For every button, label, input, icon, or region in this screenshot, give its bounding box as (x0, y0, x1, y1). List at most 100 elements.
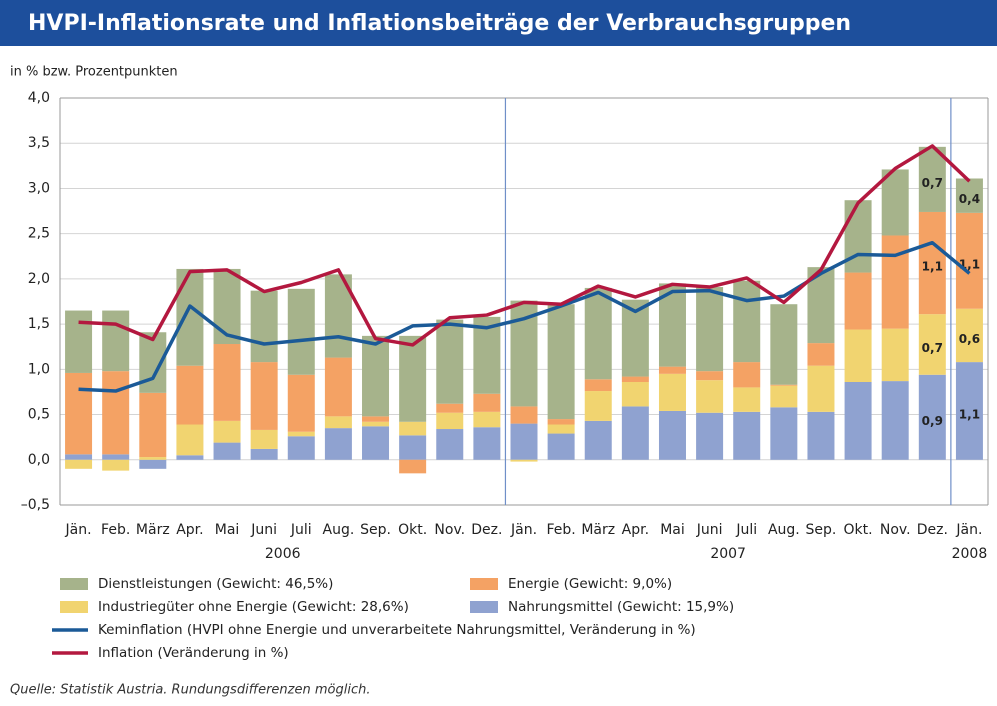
bar-segment (844, 200, 872, 273)
bar-segment (176, 424, 204, 456)
legend-label: Energie (Gewicht: 9,0%) (508, 576, 672, 592)
bar-segment (399, 435, 427, 460)
x-tick-label: Nov. (434, 522, 465, 538)
bar-segment (213, 420, 241, 443)
bar-segment (881, 169, 909, 236)
bar-segment (287, 288, 315, 375)
bar-segment (473, 393, 501, 412)
title-banner (0, 0, 997, 46)
bar-segment (621, 376, 649, 382)
bar-segment (696, 380, 724, 413)
bar-segment (770, 407, 798, 460)
line-series (78, 144, 971, 347)
y-tick-label: 2,0 (28, 271, 50, 287)
bar-segment (547, 304, 575, 420)
bar-segment (139, 459, 167, 469)
bar-segment (65, 459, 93, 469)
bar-segment (176, 455, 204, 460)
bar-segment (844, 381, 872, 460)
legend-label: Inflation (Veränderung in %) (98, 645, 289, 661)
x-tick-label: Juli (290, 522, 312, 538)
bar-segment (139, 392, 167, 458)
bar-segment (547, 433, 575, 460)
bar-segment (102, 459, 130, 471)
x-tick-label: Nov. (880, 522, 911, 538)
bar-segment (324, 357, 352, 417)
bar-segment (176, 268, 204, 366)
y-tick-label: 3,0 (28, 180, 50, 196)
bar-segment (733, 387, 761, 412)
legend-label: Industriegüter ohne Energie (Gewicht: 28… (98, 599, 409, 615)
bar-segment (473, 427, 501, 460)
x-tick-label: Apr. (176, 522, 203, 538)
bar-segment (918, 314, 946, 375)
legend-label: Nahrungsmittel (Gewicht: 15,9%) (508, 599, 734, 615)
bar-segment (213, 344, 241, 421)
x-tick-label: Juni (696, 522, 723, 538)
y-tick-label: 2,5 (28, 226, 50, 242)
year-label: 2007 (710, 546, 746, 562)
bar-segment (287, 436, 315, 460)
bar-segment (658, 366, 686, 374)
y-tick-label: 3,5 (28, 135, 50, 151)
chart-title: HVPI-Inflationsrate und Inflationsbeiträ… (28, 11, 851, 36)
x-tick-label: Sep. (360, 522, 391, 538)
bar-segment (362, 416, 390, 422)
bar-segment (510, 406, 538, 424)
x-tick-label: Feb. (101, 522, 130, 538)
bar-segment (584, 379, 612, 392)
bar-segment (287, 374, 315, 432)
y-tick-label: 1,0 (28, 361, 50, 377)
y-tick-label: 1,5 (28, 316, 50, 332)
bar-segment (621, 381, 649, 407)
value-label: 0,4 (959, 192, 980, 206)
bar-segment (844, 329, 872, 382)
bar-segment (102, 371, 130, 455)
x-tick-label: Sep. (806, 522, 837, 538)
bar-segment (473, 411, 501, 428)
y-tick-label: 0,0 (28, 452, 50, 468)
bar-segment (65, 372, 93, 455)
y-tick-label: –0,5 (21, 497, 50, 513)
bar-segment (65, 310, 93, 373)
bar-segment (547, 419, 575, 425)
x-tick-label: Jän. (510, 522, 537, 538)
bar-segment (918, 211, 946, 315)
bar-segment (436, 403, 464, 413)
legend-swatch (470, 601, 498, 613)
x-tick-label: Aug. (323, 522, 355, 538)
bar-segment (955, 178, 983, 213)
bar-segment (362, 335, 390, 417)
bar-segment (324, 428, 352, 460)
legend-label: Dienstleistungen (Gewicht: 46,5%) (98, 576, 333, 592)
bar-segment (584, 391, 612, 421)
bar-segment (473, 316, 501, 394)
bar-segment (510, 459, 538, 462)
bar-segment (102, 454, 130, 460)
bar-segment (881, 235, 909, 329)
bar-segment (250, 429, 278, 449)
bar-segment (584, 287, 612, 380)
bar-segment (658, 410, 686, 460)
legend-swatch (60, 578, 88, 590)
bar-segment (139, 457, 167, 460)
legend-swatch (60, 601, 88, 613)
bar-segment (362, 426, 390, 460)
bar-segment (696, 371, 724, 381)
bar-segment (770, 385, 798, 408)
value-label: 0,9 (922, 414, 943, 428)
bar-segment (399, 335, 427, 422)
bar-segment (65, 454, 93, 460)
bar-segment (510, 423, 538, 460)
value-label: 1,1 (959, 407, 980, 421)
bar-segment (807, 343, 835, 366)
x-tick-label: Aug. (768, 522, 800, 538)
x-tick-label: März (136, 522, 170, 538)
bar-segment (807, 365, 835, 412)
value-label: 1,1 (922, 260, 943, 274)
x-tick-label: Dez. (471, 522, 502, 538)
bar-segment (621, 406, 649, 460)
bar-segment (696, 287, 724, 372)
bar-segment (918, 374, 946, 460)
